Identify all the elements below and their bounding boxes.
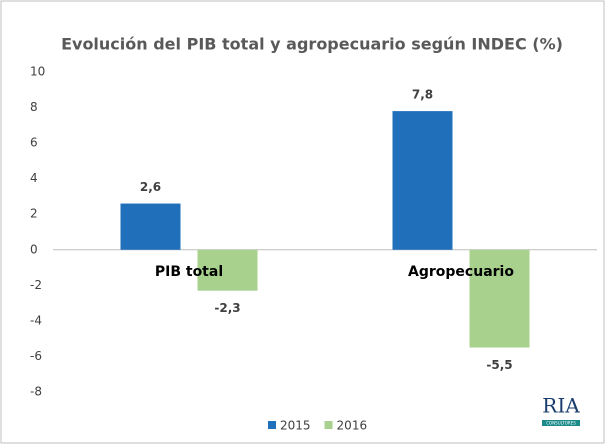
y-tick-label: -6 (30, 349, 42, 363)
legend-swatch (324, 421, 333, 429)
y-tick-label: 8 (30, 100, 38, 114)
chart-title: Evolución del PIB total y agropecuario s… (61, 35, 563, 54)
bar (469, 249, 530, 348)
data-label: -5,5 (486, 358, 512, 372)
bar (197, 249, 258, 291)
legend-label: 2015 (280, 419, 311, 433)
legend-label: 2016 (337, 419, 368, 433)
y-tick-label: 0 (30, 242, 38, 256)
y-tick-label: 10 (30, 65, 45, 79)
data-label: -2,3 (214, 301, 240, 315)
bar (392, 111, 453, 250)
logo-subtitle: CONSULTORES (546, 421, 576, 426)
logo: RIA CONSULTORES (542, 394, 580, 426)
y-tick-label: -4 (30, 313, 42, 327)
y-tick-label: 4 (30, 171, 38, 185)
logo-name: RIA (542, 394, 580, 418)
logo-band (542, 420, 580, 426)
y-tick-label: 6 (30, 136, 38, 150)
x-tick-label: Agropecuario (408, 264, 514, 280)
legend-swatch (268, 421, 276, 429)
data-label: 2,6 (140, 180, 161, 194)
y-tick-label: -2 (30, 278, 42, 292)
y-tick-label: -8 (30, 385, 42, 399)
bar (120, 203, 181, 250)
data-label: 7,8 (412, 88, 433, 102)
x-tick-label: PIB total (155, 264, 223, 280)
y-tick-label: 2 (30, 207, 38, 221)
